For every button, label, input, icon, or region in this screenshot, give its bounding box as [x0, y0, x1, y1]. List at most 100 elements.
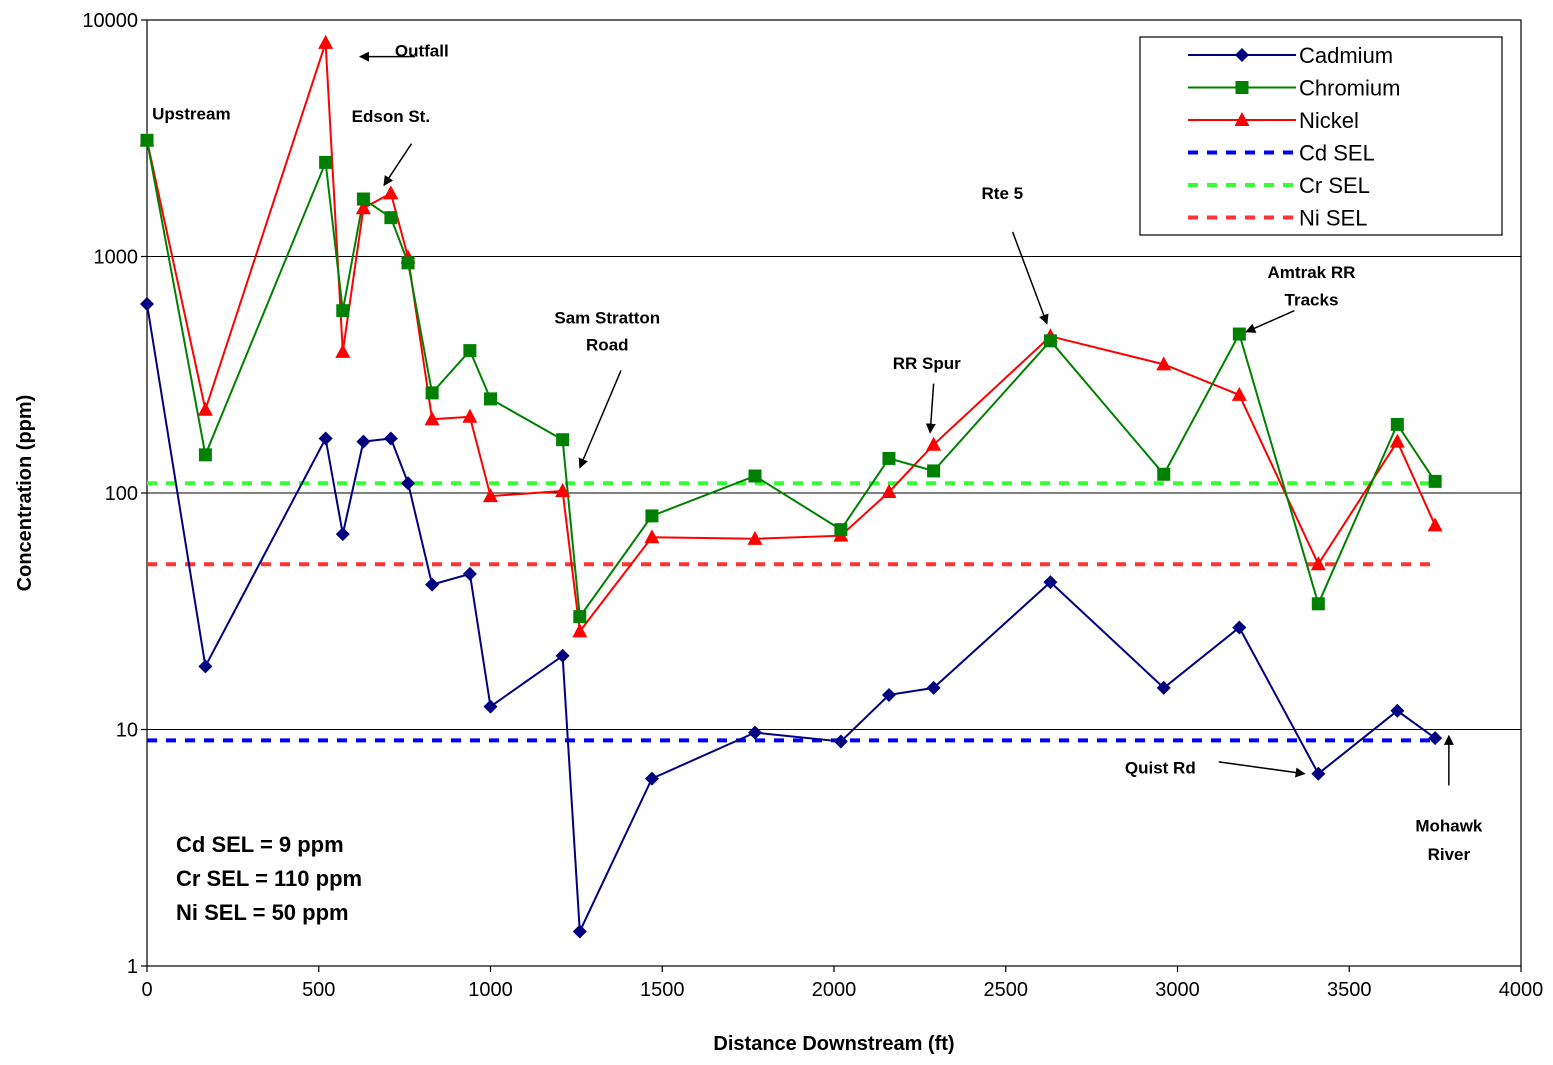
annotations: Upstream Outfall Edson St. Sam Stratton Road… — [152, 42, 1483, 865]
data-point-cadmium — [572, 924, 587, 939]
legend-label: Cd SEL — [1299, 141, 1375, 166]
annotation-label: Quist Rd — [1125, 759, 1196, 778]
annotation-arrow — [1245, 310, 1295, 333]
annotation-label: Outfall — [395, 42, 449, 61]
data-point-nickel — [1156, 356, 1172, 371]
legend-marker-nickel — [1234, 112, 1250, 126]
x-tick-label: 4000 — [1499, 979, 1544, 1001]
data-point-chromium — [484, 392, 497, 406]
data-point-chromium — [882, 451, 896, 465]
data-point-chromium — [401, 256, 415, 270]
data-point-chromium — [336, 304, 350, 318]
data-point-chromium — [1390, 417, 1404, 431]
data-point-nickel — [644, 529, 660, 544]
y-tick-label: 100 — [105, 483, 138, 505]
annotation-label: Sam Stratton — [554, 309, 660, 328]
data-point-nickel — [355, 200, 371, 215]
data-point-cadmium — [833, 734, 848, 749]
data-point-nickel — [926, 436, 942, 451]
series-markers — [139, 34, 1443, 939]
legend-label: Cadmium — [1299, 43, 1393, 68]
x-tick-label: 2000 — [812, 979, 857, 1001]
sel-lines — [147, 481, 1436, 743]
x-tick-label: 0 — [141, 979, 152, 1001]
data-point-cadmium — [1311, 766, 1326, 781]
data-point-chromium — [573, 610, 587, 624]
y-tick-label: 10 — [116, 720, 138, 742]
annotation-label: Road — [586, 336, 629, 355]
y-axis: 1 10 100 1000 10000 — [82, 10, 147, 978]
y-tick-label: 1000 — [94, 247, 139, 269]
data-point-chromium — [927, 464, 941, 478]
annotation-arrow — [383, 143, 413, 187]
data-point-chromium — [1311, 597, 1325, 611]
data-point-nickel — [483, 488, 498, 503]
data-point-chromium — [384, 211, 398, 225]
data-point-chromium — [748, 469, 762, 483]
data-point-nickel — [462, 408, 478, 423]
legend-label: Nickel — [1299, 108, 1359, 133]
data-point-cadmium — [425, 577, 440, 592]
data-point-chromium — [1043, 334, 1057, 348]
data-point-chromium — [1428, 474, 1442, 488]
x-tick-label: 3500 — [1327, 979, 1372, 1001]
y-tick-label: 10000 — [82, 10, 138, 32]
data-point-cadmium — [318, 431, 333, 446]
data-point-chromium — [356, 192, 370, 206]
x-tick-label: 3000 — [1155, 979, 1200, 1001]
sel-note: Cd SEL = 9 ppm — [176, 832, 344, 857]
annotation-arrow — [1218, 761, 1306, 778]
annotation-label: River — [1428, 845, 1471, 864]
x-tick-label: 500 — [302, 979, 335, 1001]
annotation-label: RR Spur — [893, 354, 961, 373]
data-point-chromium — [319, 155, 333, 169]
sel-note: Cr SEL = 110 ppm — [176, 866, 362, 891]
data-point-cadmium — [1043, 575, 1058, 590]
annotation-arrow — [925, 383, 936, 434]
data-point-nickel — [335, 343, 351, 358]
legend-marker-chromium — [1235, 81, 1249, 94]
data-point-nickel — [1310, 556, 1326, 571]
data-point-cadmium — [140, 296, 154, 311]
data-point-nickel — [197, 401, 213, 416]
gridlines — [147, 256, 1521, 730]
sel-notes: Cd SEL = 9 ppm Cr SEL = 110 ppm Ni SEL = 5… — [176, 832, 362, 925]
annotation-label: Rte 5 — [982, 184, 1024, 203]
data-point-nickel — [881, 483, 897, 498]
data-point-chromium — [425, 386, 439, 400]
data-point-nickel — [383, 185, 399, 200]
data-point-cadmium — [383, 431, 398, 446]
data-point-cadmium — [401, 476, 416, 491]
data-point-cadmium — [483, 699, 498, 714]
legend-label: Ni SEL — [1299, 206, 1367, 231]
data-point-cadmium — [1156, 680, 1171, 695]
data-point-cadmium — [335, 527, 350, 542]
data-point-nickel — [1389, 433, 1405, 448]
data-point-chromium — [140, 133, 154, 147]
x-tick-label: 1500 — [640, 979, 685, 1001]
data-point-chromium — [556, 433, 570, 447]
data-point-nickel — [572, 623, 588, 638]
data-point-chromium — [198, 448, 212, 462]
legend-label: Cr SEL — [1299, 173, 1370, 198]
data-point-nickel — [424, 411, 440, 426]
data-point-cadmium — [644, 771, 659, 786]
data-point-nickel — [555, 482, 571, 497]
legend-label: Chromium — [1299, 76, 1400, 101]
y-tick-label: 1 — [127, 956, 138, 978]
annotation-label: Edson St. — [352, 107, 430, 126]
data-point-cadmium — [747, 725, 762, 740]
x-tick-label: 2500 — [984, 979, 1029, 1001]
sel-note: Ni SEL = 50 ppm — [176, 900, 349, 925]
data-point-chromium — [1157, 467, 1171, 481]
legend-box — [1139, 36, 1503, 236]
annotation-label: Mohawk — [1415, 817, 1483, 836]
annotation-label: Tracks — [1285, 291, 1339, 310]
x-axis: 0 500 1000 1500 2000 2500 3000 3500 4000 — [141, 966, 1543, 1001]
annotation-label: Upstream — [152, 104, 230, 123]
data-point-nickel — [1427, 517, 1443, 532]
data-point-nickel — [318, 34, 334, 49]
data-point-cadmium — [555, 648, 570, 663]
data-point-cadmium — [1390, 703, 1405, 718]
data-point-cadmium — [356, 434, 371, 449]
